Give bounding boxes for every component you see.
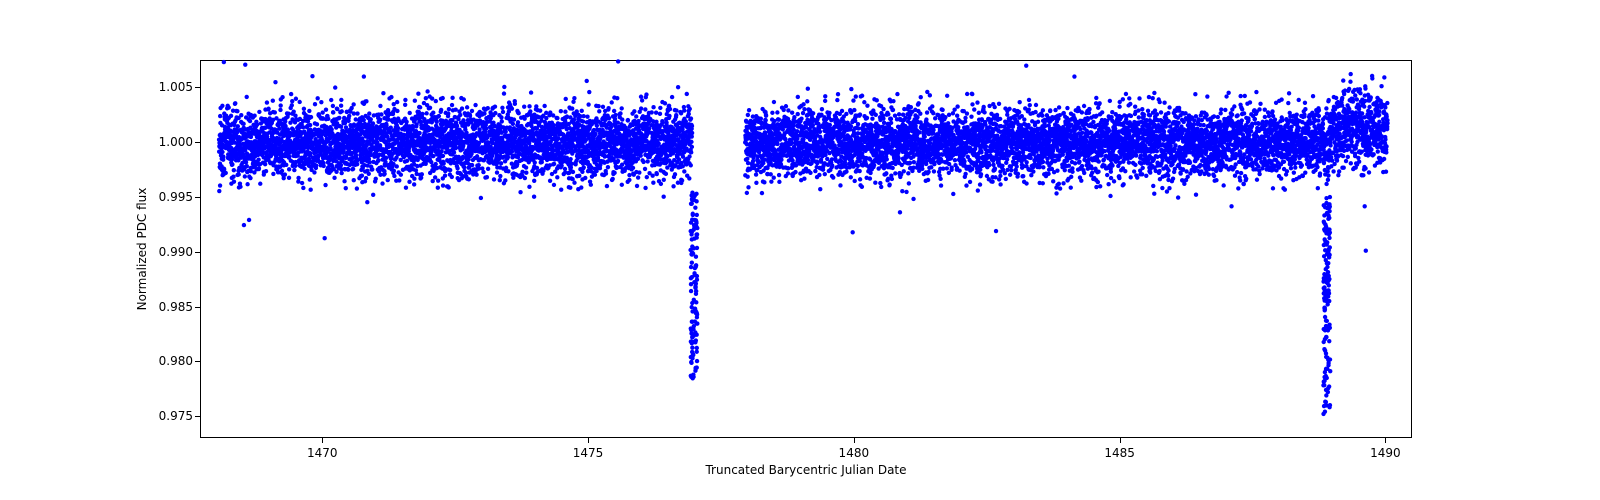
y-tick-label: 0.975 <box>155 409 193 423</box>
x-tick-label: 1490 <box>1370 446 1401 460</box>
y-tick-label: 1.005 <box>155 80 193 94</box>
x-tick-label: 1480 <box>839 446 870 460</box>
x-tick-mark <box>1120 438 1121 443</box>
y-tick-label: 0.995 <box>155 190 193 204</box>
scatter-series <box>217 59 1390 416</box>
y-tick-label: 0.990 <box>155 245 193 259</box>
scatter-canvas <box>201 61 1411 437</box>
x-tick-mark <box>1385 438 1386 443</box>
figure: Truncated Barycentric Julian Date Normal… <box>0 0 1600 500</box>
x-tick-label: 1485 <box>1104 446 1135 460</box>
x-tick-mark <box>322 438 323 443</box>
y-tick-mark <box>195 87 200 88</box>
y-tick-label: 0.985 <box>155 300 193 314</box>
y-tick-mark <box>195 416 200 417</box>
y-tick-mark <box>195 307 200 308</box>
x-axis-label: Truncated Barycentric Julian Date <box>705 463 906 477</box>
y-tick-mark <box>195 142 200 143</box>
y-tick-mark <box>195 252 200 253</box>
y-tick-mark <box>195 361 200 362</box>
y-tick-label: 0.980 <box>155 354 193 368</box>
x-tick-label: 1470 <box>307 446 338 460</box>
x-tick-mark <box>854 438 855 443</box>
y-axis-label: Normalized PDC flux <box>135 188 149 311</box>
plot-axes <box>200 60 1412 438</box>
y-tick-mark <box>195 197 200 198</box>
x-tick-label: 1475 <box>573 446 604 460</box>
x-tick-mark <box>588 438 589 443</box>
y-tick-label: 1.000 <box>155 135 193 149</box>
